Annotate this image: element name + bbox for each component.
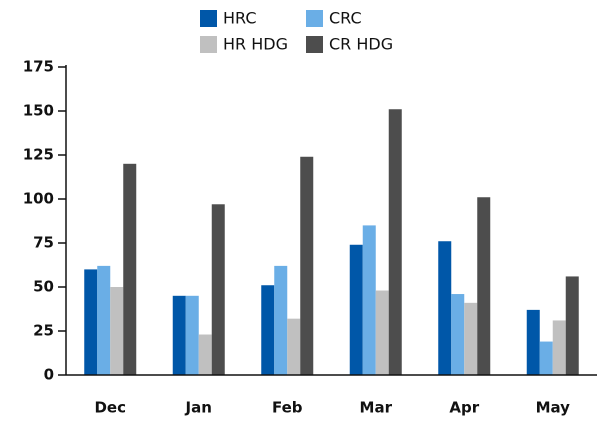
y-tick-label: 0 [44, 366, 54, 384]
legend-label: HRC [223, 9, 257, 28]
legend-swatch [200, 36, 217, 53]
y-tick-label: 175 [23, 58, 54, 76]
x-tick-label: Feb [272, 399, 303, 417]
y-tick-label: 150 [23, 102, 54, 120]
bar [362, 225, 376, 375]
bar [438, 241, 452, 375]
bar [172, 295, 186, 375]
bar [539, 341, 553, 375]
y-tick-label: 100 [23, 190, 54, 208]
bar [388, 109, 402, 376]
y-tick-label: 125 [23, 146, 54, 164]
x-tick-label: Dec [94, 399, 126, 417]
y-tick-label: 50 [33, 278, 54, 296]
bar [565, 276, 579, 375]
bar [198, 334, 212, 375]
bar [123, 163, 137, 375]
bar [84, 269, 98, 375]
legend-swatch [200, 10, 217, 27]
legend-swatch [306, 36, 323, 53]
x-tick-label: May [536, 399, 571, 417]
bar [261, 285, 275, 375]
x-tick-label: Mar [360, 399, 393, 417]
bar [274, 265, 288, 375]
legend-label: HR HDG [223, 35, 288, 54]
bar [552, 320, 566, 375]
bar [110, 287, 124, 375]
bar [375, 290, 389, 375]
legend-label: CRC [329, 9, 362, 28]
bar [349, 244, 363, 375]
bar [526, 309, 540, 375]
legend-label: CR HDG [329, 35, 393, 54]
bar [211, 204, 225, 375]
x-tick-label: Jan [185, 399, 212, 417]
bar [300, 156, 314, 375]
bar [451, 294, 465, 375]
y-tick-label: 75 [33, 234, 54, 252]
y-tick-label: 25 [33, 322, 54, 340]
bar [97, 265, 111, 375]
bar [287, 318, 301, 375]
bar [477, 197, 491, 375]
legend-swatch [306, 10, 323, 27]
x-tick-label: Apr [449, 399, 479, 417]
bar [464, 302, 478, 375]
bar [185, 295, 199, 375]
